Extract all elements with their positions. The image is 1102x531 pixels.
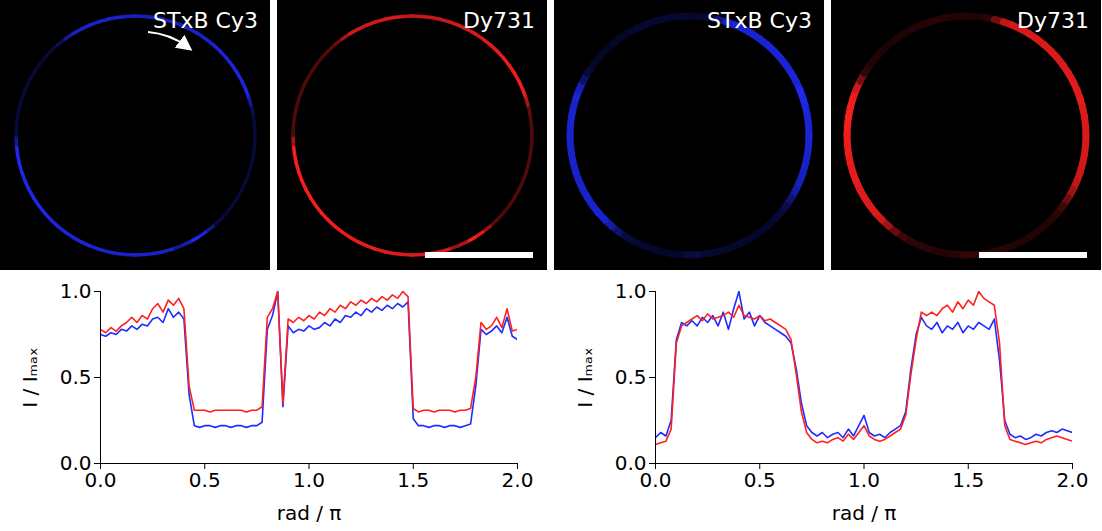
svg-text:0.5: 0.5 — [60, 365, 92, 389]
svg-text:1.0: 1.0 — [615, 279, 647, 303]
svg-text:1.5: 1.5 — [397, 468, 429, 492]
svg-text:1.0: 1.0 — [293, 468, 325, 492]
svg-text:0.0: 0.0 — [85, 468, 117, 492]
svg-text:0.5: 0.5 — [189, 468, 221, 492]
svg-text:1.5: 1.5 — [952, 468, 984, 492]
svg-text:2.0: 2.0 — [502, 468, 534, 492]
html-text:Dy731: Dy731 — [463, 8, 535, 33]
html-text:Dy731: Dy731 — [1017, 8, 1089, 33]
svg-text:rad / π: rad / π — [277, 501, 342, 525]
svg-text:rad / π: rad / π — [832, 501, 897, 525]
svg-text:0.0: 0.0 — [640, 468, 672, 492]
svg-text:I / Iₘₐₓ: I / Iₘₐₓ — [18, 347, 42, 407]
html-text:STxB Cy3: STxB Cy3 — [707, 8, 812, 33]
svg-text:0.5: 0.5 — [744, 468, 776, 492]
svg-text:2.0: 2.0 — [1057, 468, 1089, 492]
svg-text:1.0: 1.0 — [848, 468, 880, 492]
svg-text:0.5: 0.5 — [615, 365, 647, 389]
svg-text:0.0: 0.0 — [614, 450, 647, 475]
html-text:STxB Cy3: STxB Cy3 — [153, 8, 258, 33]
svg-text:I / Iₘₐₓ: I / Iₘₐₓ — [573, 347, 597, 407]
svg-text:1.0: 1.0 — [60, 279, 92, 303]
svg-text:0.0: 0.0 — [59, 450, 92, 475]
